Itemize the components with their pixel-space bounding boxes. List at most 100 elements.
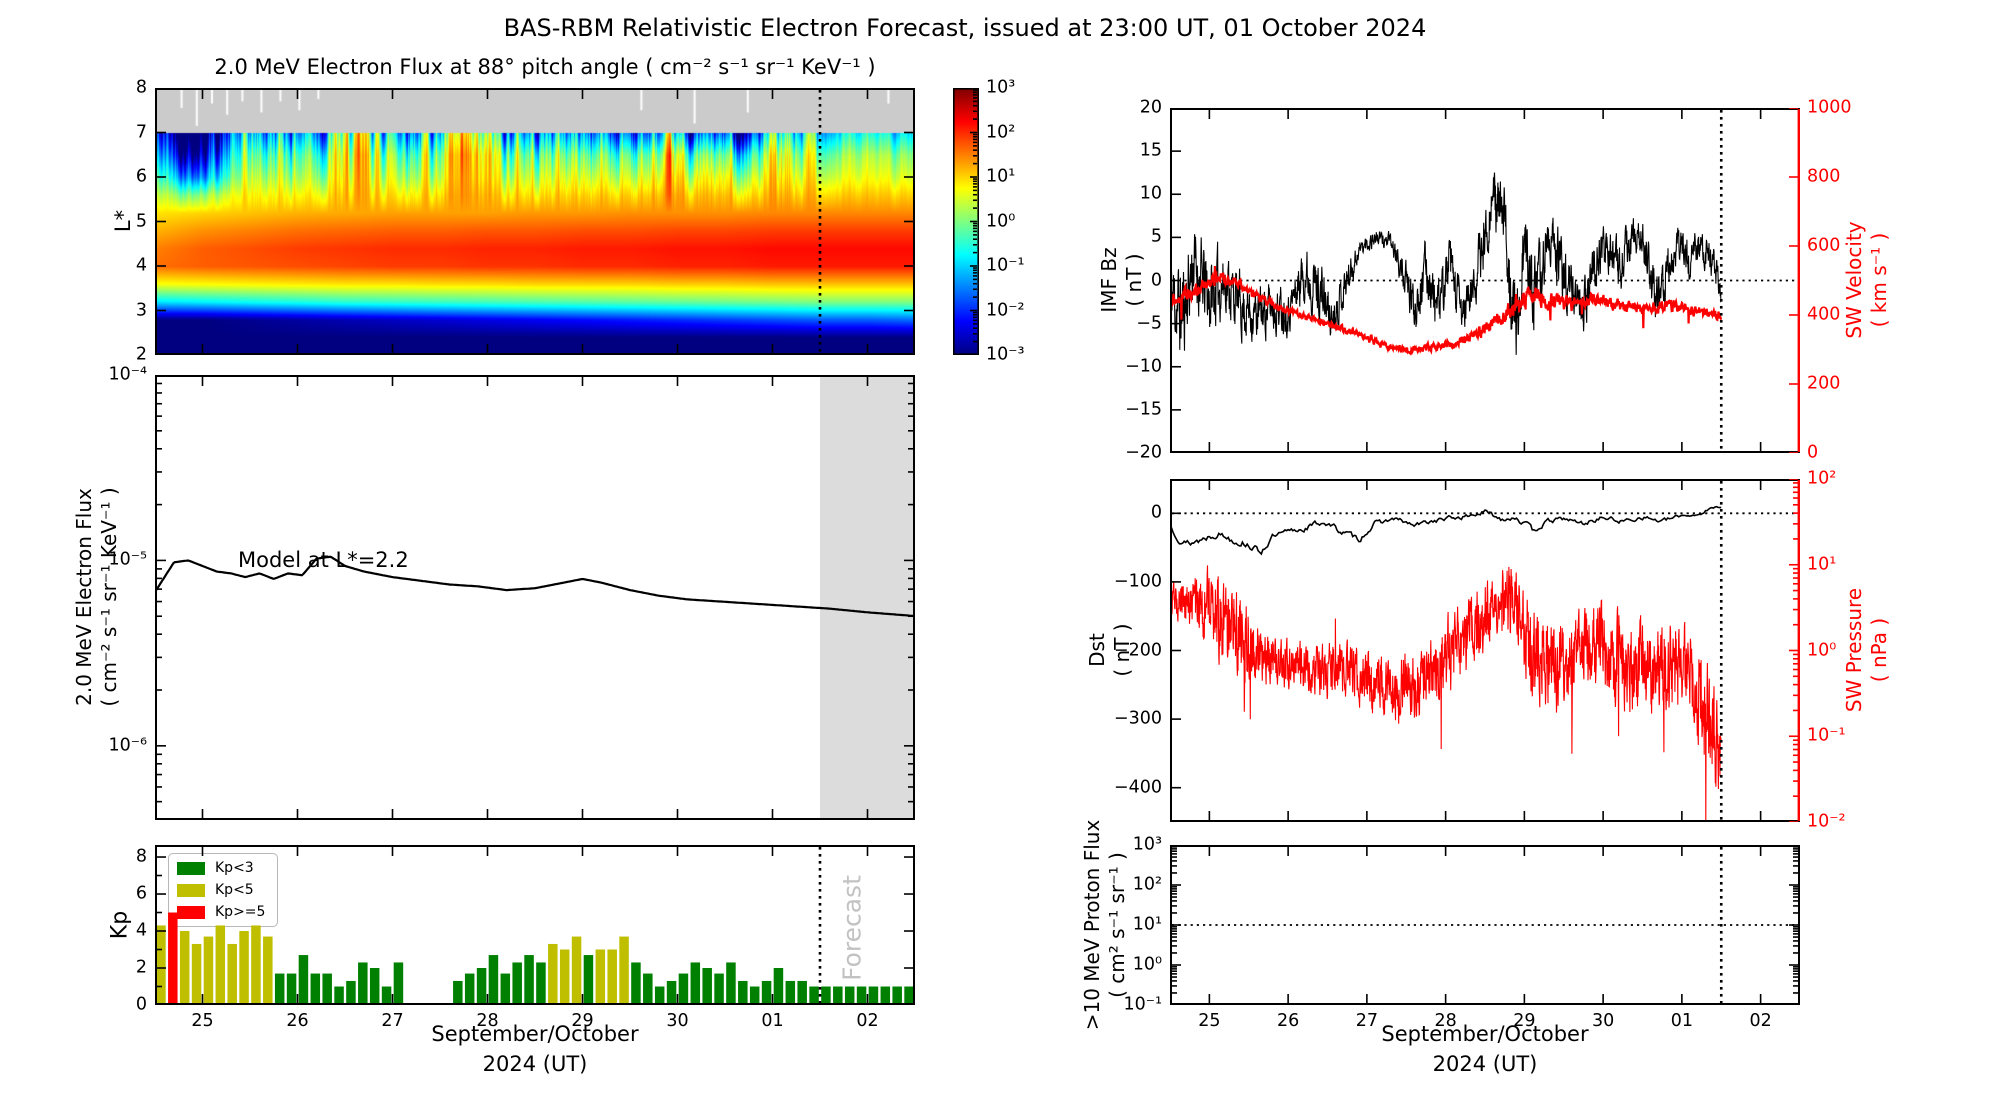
kp-bar (726, 962, 736, 1003)
tick-label: 200 (1807, 373, 1841, 394)
tick-label: 10¹ (986, 166, 1016, 187)
swvelocity-ylabel: SW Velocity ( km s⁻¹ ) (1842, 221, 1891, 339)
imf-ylabel: IMF Bz ( nT ) (1097, 247, 1146, 313)
kp-ylabel: Kp (107, 910, 133, 940)
panel-spines (155, 845, 915, 1005)
kp-bar (251, 925, 261, 1003)
tick-label: 10⁻¹ (1807, 725, 1846, 746)
panel-spines (1170, 845, 1800, 1005)
kp-bar (215, 925, 226, 1003)
kp-bar (476, 968, 487, 1003)
kp-bar (643, 973, 653, 1003)
swpressure-ylabel: SW Pressure ( nPa ) (1842, 587, 1891, 713)
tick-label: 5 (135, 210, 147, 231)
tick-label: 2 (135, 344, 147, 365)
tick-label: 10³ (1132, 834, 1162, 855)
tick-label: 10³ (986, 77, 1016, 98)
tick-label: 10⁻¹ (986, 255, 1025, 276)
tick-label: 10⁻⁶ (108, 735, 147, 756)
kp-bar (393, 962, 404, 1003)
fluxmap-ylabel: L* (110, 209, 135, 233)
data-series-right (1172, 265, 1723, 356)
tick-label: 10⁰ (1807, 639, 1837, 660)
kp-bar (773, 968, 784, 1003)
kp-bar (500, 973, 511, 1003)
tick-label: −15 (1125, 399, 1162, 420)
tick-label: 7 (135, 121, 147, 142)
tick-label: 400 (1807, 304, 1841, 325)
tick-label: 27 (381, 1011, 404, 1031)
tick-label: 10² (1132, 874, 1162, 895)
tick-label: 0 (1150, 269, 1162, 290)
right-xaxis-label-year: 2024 (UT) (1432, 1052, 1538, 1076)
kp-bar (607, 949, 617, 1003)
tick-label: 800 (1807, 166, 1841, 187)
data-series-right-log (1172, 565, 1722, 820)
kp-bar (809, 986, 819, 1003)
kp-bar (381, 986, 392, 1003)
tick-label: 30 (666, 1011, 689, 1031)
left-xaxis-label-month: September/October (431, 1022, 639, 1046)
kp-mid-label: Kp<5 (215, 882, 254, 898)
tick-label: −5 (1136, 312, 1162, 333)
kp-bar (286, 973, 297, 1003)
tick-label: 28 (1434, 1011, 1457, 1031)
model-annotation: Model at L*=2.2 (238, 548, 409, 572)
kp-bar (654, 986, 665, 1003)
tick-label: −300 (1113, 708, 1162, 729)
kp-bar (619, 936, 629, 1003)
kp-bar (488, 955, 499, 1003)
kp-bar (571, 936, 582, 1003)
kp-bar (179, 931, 190, 1003)
heatmap-axes (155, 88, 915, 355)
kp-bar (821, 986, 831, 1003)
tick-label: 26 (286, 1011, 309, 1031)
fluxline-ylabel: 2.0 MeV Electron Flux ( cm⁻² s⁻¹ sr⁻¹ Ke… (72, 487, 121, 707)
kp-bar (595, 949, 606, 1003)
tick-label: 0 (1807, 442, 1819, 463)
kp-bar (536, 962, 546, 1003)
tick-label: −20 (1125, 442, 1162, 463)
tick-label: −100 (1113, 571, 1162, 592)
tick-label: 10⁻² (1807, 811, 1846, 832)
kp-bar (785, 980, 796, 1003)
kp-bar (702, 968, 712, 1003)
tick-label: −400 (1113, 776, 1162, 797)
kp-bar (464, 973, 475, 1003)
electron-fluxline-plot (155, 375, 915, 820)
kp-bar (358, 962, 368, 1003)
tick-label: 10² (1807, 468, 1837, 489)
kp-bar (310, 973, 321, 1003)
kp-bar (369, 968, 380, 1003)
tick-label: 10⁻³ (986, 344, 1025, 365)
tick-label: 2 (135, 957, 147, 978)
data-series-left (1172, 172, 1722, 355)
kp-bar (844, 986, 855, 1003)
tick-label: 29 (571, 1011, 594, 1031)
tick-label: 5 (1150, 226, 1162, 247)
tick-label: 10⁰ (986, 210, 1016, 231)
tick-label: 27 (1355, 1011, 1379, 1031)
kp-bar (274, 973, 285, 1003)
kp-bar (868, 986, 879, 1003)
kp-bar (227, 943, 237, 1003)
tick-label: 01 (761, 1011, 784, 1031)
panel-spines (155, 88, 915, 355)
kp-high-swatch (177, 905, 205, 919)
tick-label: 4 (135, 255, 147, 276)
kp-legend-item-mid: Kp<5 (177, 882, 265, 898)
tick-label: 30 (1591, 1011, 1615, 1031)
kp-bar (346, 980, 356, 1003)
tick-label: 4 (135, 920, 147, 941)
tick-label: 28 (476, 1011, 499, 1031)
kp-bar (904, 986, 914, 1003)
tick-label: 10⁰ (1132, 954, 1162, 975)
left-xaxis-label-year: 2024 (UT) (482, 1052, 588, 1076)
tick-label: 25 (191, 1011, 214, 1031)
kp-bar-plot (155, 845, 915, 1005)
kp-bar (263, 936, 273, 1003)
tick-label: 6 (135, 166, 147, 187)
kp-bar (298, 955, 309, 1003)
tick-label: 01 (1670, 1011, 1694, 1031)
